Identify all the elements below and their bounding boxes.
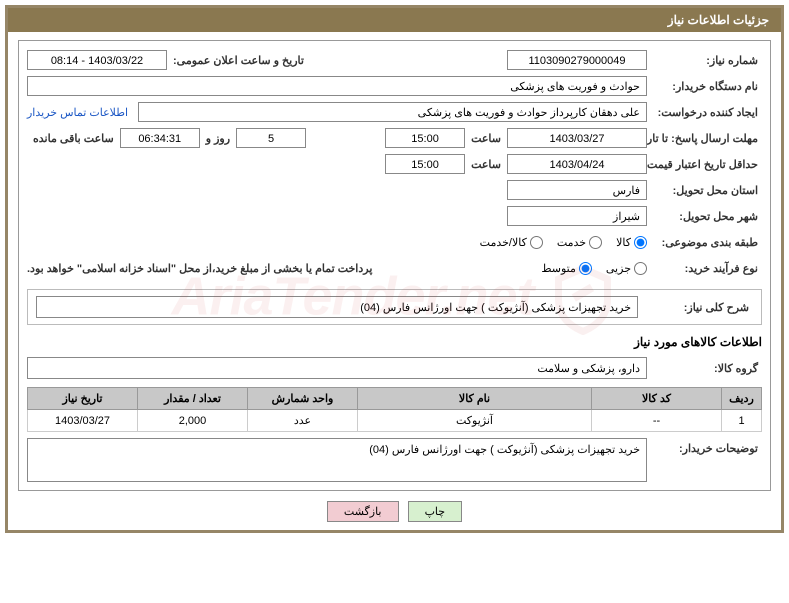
label-overall-desc: شرح کلی نیاز: (638, 301, 753, 314)
field-days-left: 5 (236, 128, 306, 148)
label-time2: ساعت (465, 158, 507, 171)
radio-medium[interactable]: متوسط (541, 262, 592, 275)
field-province: فارس (507, 180, 647, 200)
th-code: کد کالا (592, 388, 722, 410)
label-time1: ساعت (465, 132, 507, 145)
label-price-valid: حداقل تاریخ اعتبار قیمت: تا تاریخ: (647, 158, 762, 171)
field-requester: علی دهقان کارپرداز حوادث و فوریت های پزش… (138, 102, 647, 122)
radio-service[interactable]: خدمت (557, 236, 602, 249)
radio-small[interactable]: جزیی (606, 262, 647, 275)
th-name: نام کالا (358, 388, 592, 410)
field-overall-desc: خرید تجهیزات پزشکی (آنژیوکت ) جهت اورژان… (36, 296, 638, 318)
radio-both-label: کالا/خدمت (480, 236, 527, 249)
goods-table: ردیف کد کالا نام کالا واحد شمارش تعداد /… (27, 387, 762, 432)
field-org-name: حوادث و فوریت های پزشکی (27, 76, 647, 96)
td-unit: عدد (248, 410, 358, 432)
radio-medium-label: متوسط (541, 262, 576, 275)
label-resp-deadline: مهلت ارسال پاسخ: تا تاریخ: (647, 132, 762, 145)
radio-both[interactable]: کالا/خدمت (480, 236, 543, 249)
field-valid-date: 1403/04/24 (507, 154, 647, 174)
radio-medium-input[interactable] (579, 262, 592, 275)
label-buyer-notes: توضیحات خریدار: (647, 438, 762, 455)
td-date: 1403/03/27 (28, 410, 138, 432)
radio-small-input[interactable] (634, 262, 647, 275)
field-resp-date: 1403/03/27 (507, 128, 647, 148)
field-valid-time: 15:00 (385, 154, 465, 174)
panel-title: جزئیات اطلاعات نیاز (8, 8, 781, 32)
field-city: شیراز (507, 206, 647, 226)
td-name: آنژیوکت (358, 410, 592, 432)
label-requester: ایجاد کننده درخواست: (647, 106, 762, 119)
radio-service-label: خدمت (557, 236, 586, 249)
field-resp-time: 15:00 (385, 128, 465, 148)
label-city: شهر محل تحویل: (647, 210, 762, 223)
th-unit: واحد شمارش (248, 388, 358, 410)
field-time-left: 06:34:31 (120, 128, 200, 148)
radio-service-input[interactable] (589, 236, 602, 249)
th-row: ردیف (722, 388, 762, 410)
td-code: -- (592, 410, 722, 432)
label-goods-group: گروه کالا: (647, 362, 762, 375)
label-province: استان محل تحویل: (647, 184, 762, 197)
payment-note: پرداخت تمام یا بخشی از مبلغ خرید،از محل … (27, 262, 380, 275)
label-announce-dt: تاریخ و ساعت اعلان عمومی: (167, 54, 310, 67)
print-button[interactable]: چاپ (408, 501, 463, 522)
radio-both-input[interactable] (530, 236, 543, 249)
radio-goods[interactable]: کالا (616, 236, 647, 249)
label-proc-type: نوع فرآیند خرید: (647, 262, 762, 275)
field-goods-group: دارو، پزشکی و سلامت (27, 357, 647, 379)
back-button[interactable]: بازگشت (327, 501, 399, 522)
td-row: 1 (722, 410, 762, 432)
label-org-name: نام دستگاه خریدار: (647, 80, 762, 93)
label-category: طبقه بندی موضوعی: (647, 236, 762, 249)
radio-small-label: جزیی (606, 262, 631, 275)
td-qty: 2,000 (138, 410, 248, 432)
table-row: 1 -- آنژیوکت عدد 2,000 1403/03/27 (28, 410, 762, 432)
label-need-no: شماره نیاز: (647, 54, 762, 67)
label-days-and: روز و (200, 132, 236, 145)
label-remaining: ساعت باقی مانده (27, 132, 120, 145)
details-form: شماره نیاز: 1103090279000049 تاریخ و ساع… (18, 40, 771, 491)
section-goods-info: اطلاعات کالاهای مورد نیاز (27, 335, 762, 349)
radio-goods-input[interactable] (634, 236, 647, 249)
buyer-contact-link[interactable]: اطلاعات تماس خریدار (27, 106, 138, 119)
field-announce-dt: 1403/03/22 - 08:14 (27, 50, 167, 70)
proc-radio-group: جزیی متوسط (541, 262, 647, 275)
radio-goods-label: کالا (616, 236, 631, 249)
field-need-no: 1103090279000049 (507, 50, 647, 70)
th-qty: تعداد / مقدار (138, 388, 248, 410)
th-date: تاریخ نیاز (28, 388, 138, 410)
category-radio-group: کالا خدمت کالا/خدمت (480, 236, 647, 249)
field-buyer-notes: خرید تجهیزات پزشکی (آنژیوکت ) جهت اورژان… (27, 438, 647, 482)
